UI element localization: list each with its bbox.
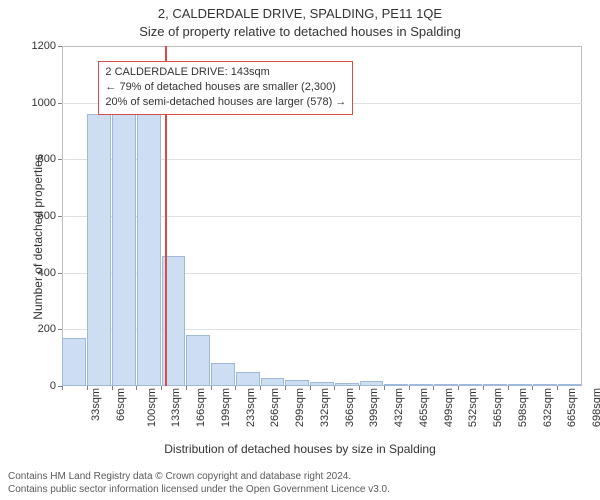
x-tick-label: 133sqm	[170, 388, 182, 427]
chart-title-subtitle: Size of property relative to detached ho…	[0, 24, 600, 39]
y-axis-label: Number of detached properties	[31, 137, 45, 337]
x-tick-label: 266sqm	[269, 388, 281, 427]
histogram-bar	[335, 383, 359, 386]
y-tick-mark	[58, 273, 62, 274]
histogram-bar	[211, 363, 235, 386]
histogram-bar	[87, 114, 111, 386]
x-tick-label: 665sqm	[567, 388, 579, 427]
histogram-bar	[483, 384, 507, 386]
histogram-bar	[186, 335, 210, 386]
x-tick-label: 233sqm	[245, 388, 257, 427]
x-tick-mark	[532, 386, 533, 390]
y-tick-label: 800	[38, 153, 56, 165]
x-tick-mark	[87, 386, 88, 390]
x-tick-mark	[359, 386, 360, 390]
y-tick-label: 400	[38, 267, 56, 279]
x-tick-mark	[433, 386, 434, 390]
callout-line: 20% of semi-detached houses are larger (…	[105, 95, 346, 110]
x-tick-label: 499sqm	[443, 388, 455, 427]
x-tick-label: 199sqm	[220, 388, 232, 427]
histogram-bar	[360, 381, 384, 386]
histogram-bar	[434, 384, 458, 386]
property-callout: 2 CALDERDALE DRIVE: 143sqm← 79% of detac…	[98, 61, 353, 115]
histogram-bar	[459, 384, 483, 386]
x-tick-mark	[483, 386, 484, 390]
x-tick-label: 299sqm	[294, 388, 306, 427]
x-axis-label: Distribution of detached houses by size …	[0, 442, 600, 456]
histogram-bar	[558, 384, 582, 386]
callout-line: 2 CALDERDALE DRIVE: 143sqm	[105, 65, 346, 80]
x-tick-mark	[285, 386, 286, 390]
histogram-bar	[112, 114, 136, 386]
histogram-bar	[261, 378, 285, 387]
histogram-bar	[310, 382, 334, 386]
x-tick-mark	[62, 386, 63, 390]
x-tick-mark	[384, 386, 385, 390]
histogram-bar	[533, 384, 557, 386]
x-tick-mark	[211, 386, 212, 390]
y-tick-label: 1000	[32, 97, 56, 109]
histogram-bar	[137, 97, 161, 386]
y-tick-mark	[58, 216, 62, 217]
x-tick-label: 166sqm	[195, 388, 207, 427]
x-tick-mark	[508, 386, 509, 390]
y-tick-mark	[58, 329, 62, 330]
histogram-bar	[409, 384, 433, 386]
histogram-bar	[508, 384, 532, 386]
y-tick-mark	[58, 103, 62, 104]
x-tick-mark	[409, 386, 410, 390]
x-tick-mark	[557, 386, 558, 390]
x-tick-label: 66sqm	[115, 388, 127, 421]
x-tick-mark	[310, 386, 311, 390]
footer-attribution: Contains HM Land Registry data © Crown c…	[8, 471, 390, 496]
x-tick-mark	[112, 386, 113, 390]
x-tick-label: 399sqm	[369, 388, 381, 427]
histogram-bar	[285, 380, 309, 386]
x-tick-label: 465sqm	[418, 388, 430, 427]
x-tick-label: 33sqm	[90, 388, 102, 421]
y-tick-label: 200	[38, 323, 56, 335]
x-tick-mark	[458, 386, 459, 390]
x-tick-label: 332sqm	[319, 388, 331, 427]
x-tick-mark	[260, 386, 261, 390]
callout-line: ← 79% of detached houses are smaller (2,…	[105, 80, 346, 95]
x-tick-label: 432sqm	[393, 388, 405, 427]
histogram-plot: 02004006008001000120033sqm66sqm100sqm133…	[62, 46, 582, 386]
chart-title-address: 2, CALDERDALE DRIVE, SPALDING, PE11 1QE	[0, 6, 600, 21]
y-tick-mark	[58, 159, 62, 160]
histogram-bar	[62, 338, 86, 386]
x-tick-mark	[334, 386, 335, 390]
y-tick-label: 600	[38, 210, 56, 222]
y-tick-mark	[58, 46, 62, 47]
x-tick-label: 100sqm	[146, 388, 158, 427]
x-tick-mark	[186, 386, 187, 390]
x-tick-mark	[235, 386, 236, 390]
y-tick-label: 0	[50, 380, 56, 392]
y-tick-label: 1200	[32, 40, 56, 52]
histogram-bar	[384, 384, 408, 386]
x-tick-label: 598sqm	[517, 388, 529, 427]
x-tick-label: 532sqm	[468, 388, 480, 427]
x-tick-mark	[161, 386, 162, 390]
x-tick-label: 698sqm	[591, 388, 600, 427]
footer-line-2: Contains public sector information licen…	[8, 484, 390, 497]
x-tick-mark	[136, 386, 137, 390]
x-tick-label: 565sqm	[492, 388, 504, 427]
footer-line-1: Contains HM Land Registry data © Crown c…	[8, 471, 390, 484]
x-tick-label: 366sqm	[344, 388, 356, 427]
x-tick-label: 632sqm	[542, 388, 554, 427]
histogram-bar	[236, 372, 260, 386]
